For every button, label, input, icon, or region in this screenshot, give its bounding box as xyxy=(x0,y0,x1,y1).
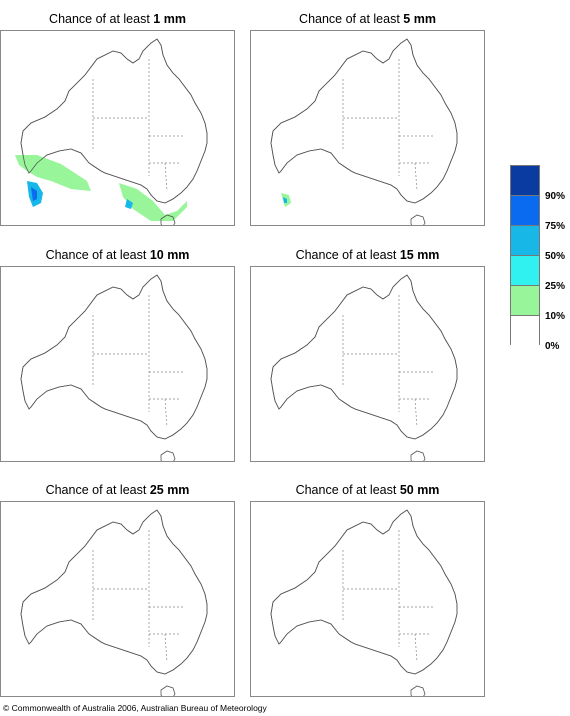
tasmania-outline xyxy=(160,214,176,225)
legend-label-25: 25% xyxy=(545,281,566,292)
legend-label-75: 75% xyxy=(545,221,566,232)
panel-title: Chance of at least 15 mm xyxy=(295,248,440,262)
mainland-coastline xyxy=(20,274,208,440)
tasmania-outline xyxy=(410,450,426,461)
australia-outline xyxy=(270,509,458,696)
rainfall-probability-area xyxy=(283,197,287,203)
mainland-coastline xyxy=(270,509,458,675)
legend-label-0: 0% xyxy=(545,341,560,352)
australia-map xyxy=(0,266,235,462)
state-borders xyxy=(92,295,185,428)
mainland-coastline xyxy=(20,509,208,675)
map-panel-50mm: Chance of at least 50 mm xyxy=(250,481,485,697)
legend-swatch-90 xyxy=(510,165,540,195)
coastline-overlay xyxy=(20,38,208,204)
legend-swatch-0 xyxy=(510,315,540,345)
probability-legend: 90% 75% 50% 25% 10% 0% xyxy=(510,165,565,352)
tasmania-outline xyxy=(410,685,426,696)
legend-label-50: 50% xyxy=(545,251,566,262)
map-panel-5mm: Chance of at least 5 mm xyxy=(250,10,485,226)
tasmania-outline xyxy=(410,214,426,225)
map-panel-15mm: Chance of at least 15 mm xyxy=(250,246,485,462)
copyright-notice: © Commonwealth of Australia 2006, Austra… xyxy=(3,703,267,713)
map-panel-1mm: Chance of at least 1 mm xyxy=(0,10,235,226)
legend-swatch-10 xyxy=(510,285,540,315)
coastline-overlay xyxy=(20,509,208,675)
rainfall-probability-area xyxy=(125,199,133,209)
australia-map xyxy=(250,501,485,697)
panel-title: Chance of at least 1 mm xyxy=(49,12,186,26)
panel-title: Chance of at least 50 mm xyxy=(295,483,440,497)
coastline-overlay xyxy=(270,509,458,675)
rainfall-probability-area xyxy=(31,187,37,201)
mainland-coastline xyxy=(270,274,458,440)
tasmania-outline xyxy=(160,450,176,461)
state-borders xyxy=(342,59,435,192)
state-borders xyxy=(342,530,435,663)
legend-swatch-75 xyxy=(510,195,540,225)
state-borders xyxy=(92,59,185,192)
mainland-coastline xyxy=(270,38,458,204)
coastline-overlay xyxy=(270,38,458,204)
australia-outline xyxy=(270,274,458,461)
map-panel-25mm: Chance of at least 25 mm xyxy=(0,481,235,697)
rainfall-probability-area xyxy=(119,183,187,221)
australia-map xyxy=(250,266,485,462)
australia-outline xyxy=(270,38,458,225)
australia-map xyxy=(0,30,235,226)
panel-title: Chance of at least 25 mm xyxy=(45,483,190,497)
legend-label-90: 90% xyxy=(545,191,566,202)
panel-title: Chance of at least 5 mm xyxy=(299,12,436,26)
australia-map xyxy=(0,501,235,697)
legend-swatch-25 xyxy=(510,255,540,285)
tasmania-outline xyxy=(160,685,176,696)
australia-outline xyxy=(20,274,208,461)
legend-swatch-50 xyxy=(510,225,540,255)
rainfall-probability-area xyxy=(15,155,91,191)
coastline-overlay xyxy=(270,274,458,440)
australia-outline xyxy=(15,38,208,225)
coastline-overlay xyxy=(20,274,208,440)
map-panel-10mm: Chance of at least 10 mm xyxy=(0,246,235,462)
legend-label-10: 10% xyxy=(545,311,566,322)
state-borders xyxy=(92,530,185,663)
australia-outline xyxy=(20,509,208,696)
state-borders xyxy=(342,295,435,428)
australia-map xyxy=(250,30,485,226)
panel-title: Chance of at least 10 mm xyxy=(45,248,190,262)
